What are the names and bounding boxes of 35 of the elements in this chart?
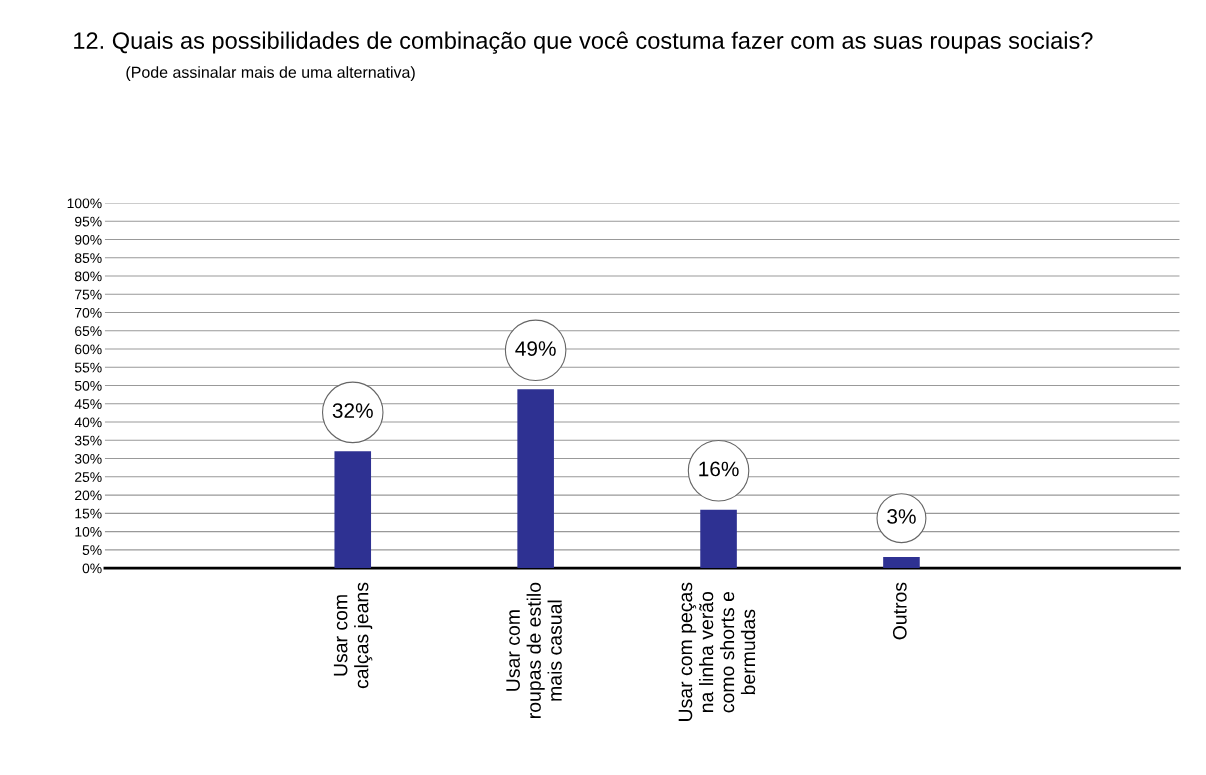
y-tick-label: 55%	[74, 362, 102, 373]
data-label: 32%	[332, 403, 373, 418]
y-tick-label: 75%	[75, 289, 102, 300]
y-tick-label: 5%	[82, 545, 102, 555]
x-tick-label: Usar com peças na linha verão como shorts e bermudas	[678, 582, 756, 721]
x-tick-label: Usar com calças jeans	[333, 582, 373, 689]
bar	[334, 451, 372, 569]
y-tick-label: 45%	[74, 399, 102, 409]
bar	[517, 389, 554, 569]
y-tick-label: 15%	[75, 508, 102, 519]
chart-title: 12. Quais as possibilidades de combinação que você costuma fazer com as suas roupas sociais?	[74, 31, 1093, 54]
y-tick-label: 40%	[74, 417, 102, 428]
y-tick-label: 25%	[75, 472, 102, 482]
data-label: 49%	[515, 341, 556, 356]
y-tick-label: 65%	[75, 326, 102, 336]
y-tick-label: 90%	[75, 234, 102, 245]
chart-subtitle: (Pode assinalar mais de uma alternativa)	[126, 66, 415, 82]
y-tick-label: 20%	[75, 490, 102, 501]
x-tick-label: Outros	[892, 582, 907, 640]
y-tick-label: 35%	[74, 435, 102, 446]
y-tick-label: 50%	[74, 380, 102, 391]
y-tick-label: 95%	[75, 216, 102, 227]
data-label: 16%	[699, 461, 739, 477]
y-tick-label: 85%	[74, 253, 102, 263]
data-label: 3%	[887, 509, 916, 524]
y-tick-label: 10%	[75, 526, 102, 537]
bar	[883, 557, 920, 569]
x-tick-label: Usar com roupas de estilo mais casual	[506, 582, 562, 718]
y-tick-label: 80%	[74, 271, 102, 282]
y-tick-label: 70%	[75, 307, 102, 318]
y-tick-label: 60%	[75, 344, 102, 355]
bar	[700, 509, 737, 569]
y-tick-label: 30%	[74, 453, 102, 464]
y-tick-label: 100%	[67, 198, 102, 209]
y-tick-label: 0%	[82, 563, 102, 574]
